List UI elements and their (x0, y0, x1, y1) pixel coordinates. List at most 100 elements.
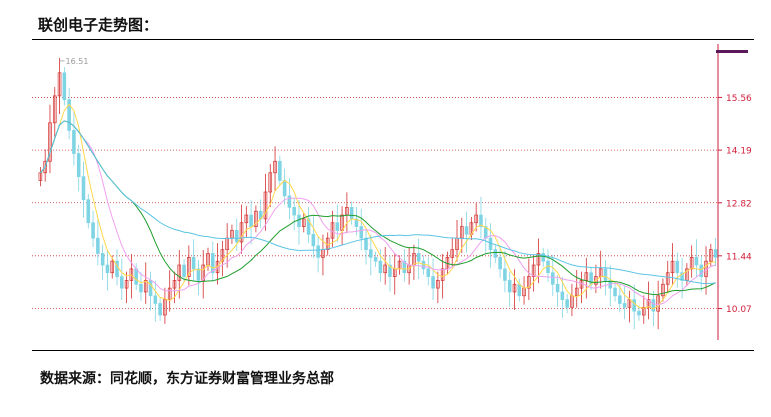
candle-body (153, 295, 158, 304)
candle-body (187, 257, 191, 277)
candle-body (661, 283, 665, 297)
candle-body (48, 122, 52, 162)
candle-body (57, 72, 62, 97)
candle-body (536, 253, 541, 266)
candle-body (378, 260, 383, 274)
candle-body (244, 214, 249, 224)
candle-body (574, 287, 579, 297)
candle-body (158, 303, 162, 316)
candle-body (627, 299, 632, 308)
top-divider (32, 39, 754, 40)
candle-body (613, 287, 617, 297)
candle-body (72, 130, 76, 154)
candle-body (349, 207, 354, 220)
candle-body (306, 218, 311, 235)
candle-body (43, 160, 47, 174)
candle-body (96, 237, 100, 254)
candle-body (665, 272, 670, 285)
candle-body (287, 195, 292, 208)
candle-body (239, 222, 244, 243)
peak-label: 16.51 (66, 57, 89, 66)
candle-body (335, 222, 340, 231)
ma60-line (40, 120, 716, 285)
current-price-marker (716, 50, 748, 53)
candle-body (120, 276, 124, 289)
candle-body (359, 226, 364, 239)
candle-body (167, 287, 172, 300)
candle-body (675, 260, 680, 274)
candle-body (301, 218, 306, 227)
candle-body (560, 291, 565, 300)
candle-body (163, 299, 167, 316)
candle-body (709, 249, 713, 262)
candle-body (632, 299, 636, 312)
ma10-line (40, 120, 716, 306)
candle-body (517, 283, 522, 297)
candle-body (450, 249, 455, 258)
candle-body (182, 264, 186, 277)
candle-body (440, 268, 445, 281)
candle-body (594, 276, 598, 285)
candle-body (493, 249, 498, 258)
candle-body (512, 283, 517, 293)
candle-body (129, 268, 134, 281)
candle-body (211, 253, 215, 274)
candle-body (416, 253, 421, 262)
candle-body (531, 264, 536, 277)
candle-body (641, 306, 646, 316)
candle-body (699, 264, 704, 277)
candle-body (196, 268, 201, 281)
candle-body (316, 245, 320, 258)
candle-body (402, 260, 407, 274)
stock-chart: 10.07 11.44 12.82 14.19 15.56 16.51 (32, 44, 752, 340)
candle-body (139, 283, 143, 293)
candle-body (680, 272, 684, 281)
candle-body (115, 260, 119, 277)
candle-body (148, 280, 153, 297)
chart-title: 联创电子走势图： (38, 16, 159, 34)
candle-body (297, 214, 301, 227)
candle-body (268, 172, 273, 193)
candle-body (383, 264, 387, 274)
y-tick-label: 10.07 (726, 305, 752, 315)
candle-body (618, 295, 622, 304)
candle-body (364, 237, 368, 251)
candle-body (603, 268, 608, 281)
y-tick-label: 12.82 (726, 199, 752, 209)
candle-body (249, 214, 253, 227)
candle-body (278, 160, 282, 181)
candle-body (479, 214, 483, 227)
candle-body (436, 280, 440, 289)
data-source-note: 数据来源：同花顺，东方证券财富管理业务总部 (40, 371, 334, 387)
candle-body (498, 257, 502, 270)
candle-body (555, 283, 560, 293)
candle-body (388, 264, 392, 277)
candle-body (172, 280, 177, 289)
y-tick-label: 11.44 (726, 252, 752, 262)
candle-body (622, 303, 627, 308)
candle-body (527, 276, 531, 289)
candle-body (503, 268, 507, 281)
candle-body (373, 257, 378, 262)
candle-body (110, 260, 115, 274)
candle-body (263, 191, 268, 220)
candle-body (273, 160, 277, 174)
candle-body (105, 264, 110, 274)
candle-body (689, 257, 694, 270)
candle-body (143, 280, 148, 293)
candle-body (234, 230, 239, 243)
candle-body (62, 72, 67, 101)
candle-body (76, 153, 81, 177)
candle-body (369, 249, 373, 258)
candle-body (52, 95, 57, 124)
candle-body (201, 264, 205, 281)
candle-body (464, 226, 469, 235)
candle-body (91, 222, 95, 239)
y-tick-label: 15.56 (726, 94, 752, 104)
candle-body (551, 272, 555, 285)
candle-body (713, 249, 718, 258)
candle-body (670, 260, 675, 274)
ma5-line (40, 103, 716, 310)
candle-body (646, 299, 651, 308)
candle-body (474, 214, 478, 224)
